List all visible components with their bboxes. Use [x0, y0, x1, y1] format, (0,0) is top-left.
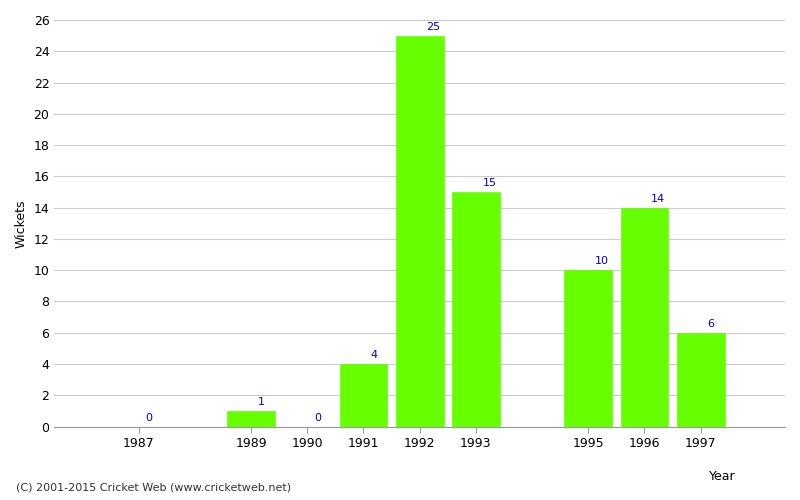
Bar — [227, 411, 275, 426]
Text: Year: Year — [710, 470, 736, 483]
Bar — [452, 192, 500, 426]
Bar — [339, 364, 387, 426]
Y-axis label: Wickets: Wickets — [15, 199, 28, 248]
Text: 25: 25 — [426, 22, 441, 32]
Text: 10: 10 — [595, 256, 609, 266]
Bar — [677, 333, 725, 426]
Text: 0: 0 — [146, 412, 152, 422]
Bar — [621, 208, 668, 426]
Bar — [564, 270, 612, 426]
Text: 15: 15 — [482, 178, 497, 188]
Text: 14: 14 — [651, 194, 666, 203]
Text: (C) 2001-2015 Cricket Web (www.cricketweb.net): (C) 2001-2015 Cricket Web (www.cricketwe… — [16, 482, 291, 492]
Text: 6: 6 — [707, 319, 714, 329]
Text: 0: 0 — [314, 412, 321, 422]
Text: 4: 4 — [370, 350, 378, 360]
Bar — [396, 36, 443, 426]
Text: 1: 1 — [258, 397, 265, 407]
